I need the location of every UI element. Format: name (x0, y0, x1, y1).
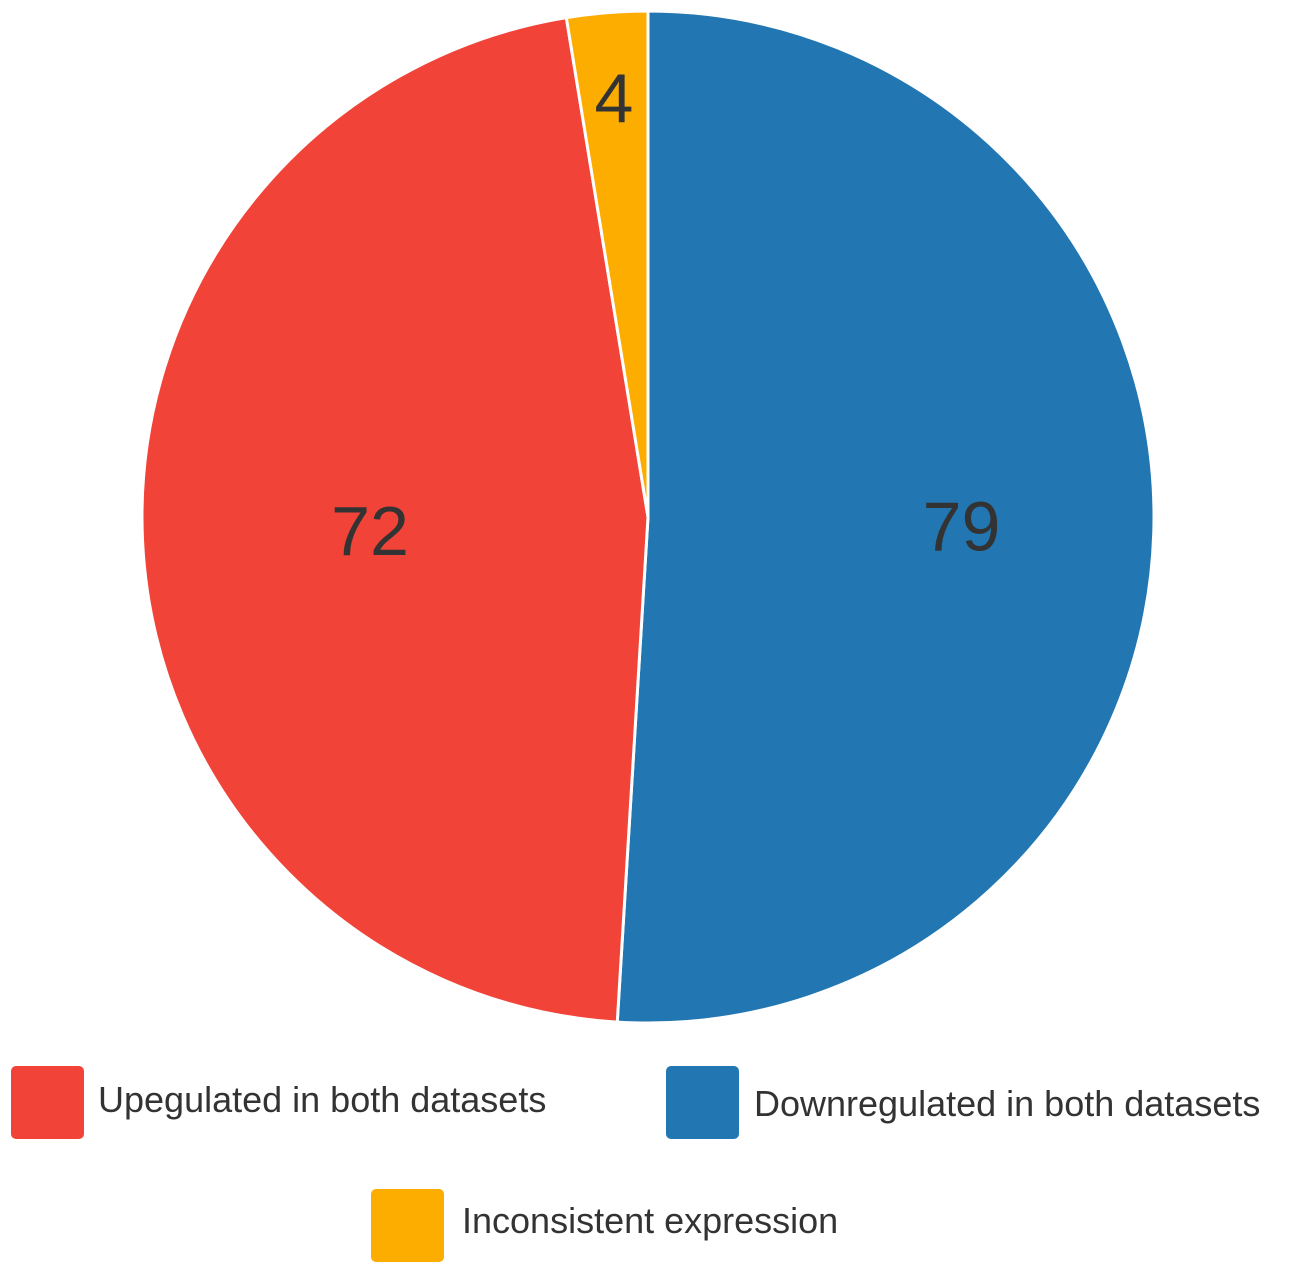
legend-swatch-inconsistent (371, 1189, 444, 1262)
value-label-inconsistent: 4 (595, 59, 634, 137)
slice-inconsistent[interactable] (564, 9, 650, 519)
legend-label-upregulated: Upegulated in both datasets (98, 1079, 546, 1120)
legend: Upegulated in both datasets Downregulate… (11, 1066, 1260, 1262)
pie-value-labels: 79 72 4 (331, 59, 1000, 570)
slice-upregulated[interactable] (140, 16, 650, 1024)
legend-label-inconsistent: Inconsistent expression (462, 1200, 838, 1241)
legend-swatch-downregulated (666, 1066, 739, 1139)
value-label-upregulated: 72 (331, 492, 409, 570)
pie-slices (140, 9, 1156, 1025)
legend-label-downregulated: Downregulated in both datasets (754, 1083, 1260, 1124)
legend-item-inconsistent[interactable]: Inconsistent expression (371, 1189, 838, 1262)
legend-swatch-upregulated (11, 1066, 84, 1139)
legend-item-upregulated[interactable]: Upegulated in both datasets (11, 1066, 546, 1139)
legend-item-downregulated[interactable]: Downregulated in both datasets (666, 1066, 1260, 1139)
value-label-downregulated: 79 (923, 488, 1001, 566)
slice-downregulated[interactable] (615, 9, 1156, 1025)
